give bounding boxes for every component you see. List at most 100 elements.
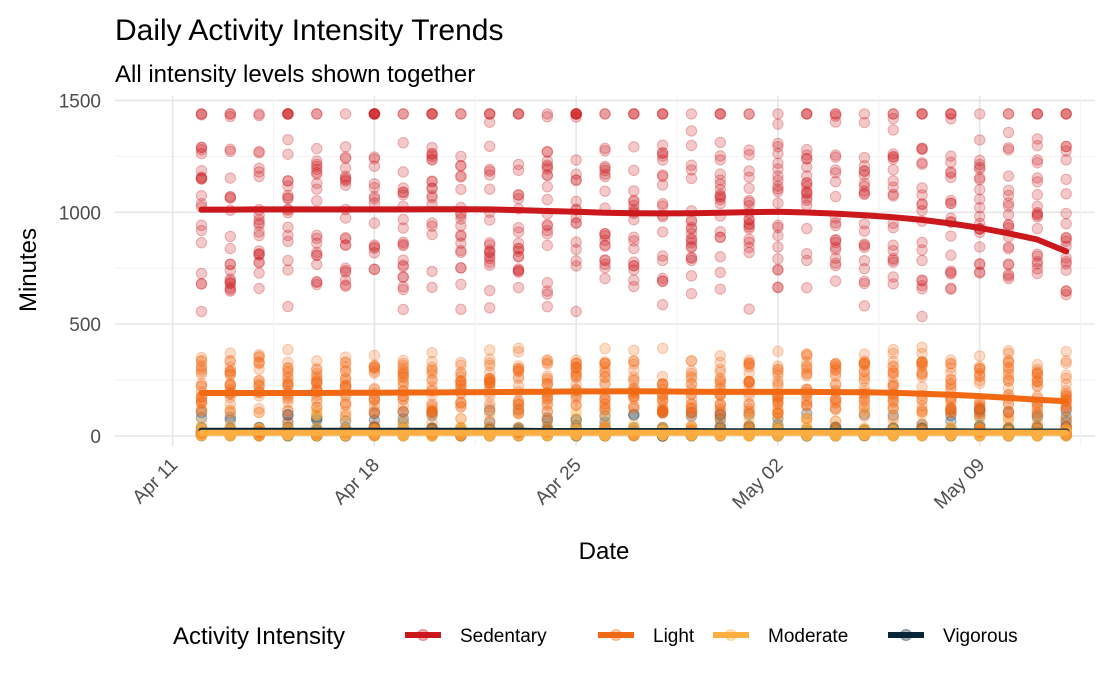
scatter-point-light <box>887 396 899 409</box>
scatter-point-light <box>772 364 784 376</box>
scatter-point-light <box>801 360 813 372</box>
scatter-point-light <box>685 401 698 414</box>
scatter-point-sedentary <box>224 108 236 120</box>
scatter-point-sedentary <box>455 171 467 183</box>
scatter-point-light <box>455 367 467 380</box>
scatter-point-sedentary <box>772 118 784 130</box>
scatter-point-light <box>455 396 467 409</box>
scatter-point-sedentary <box>829 108 842 120</box>
scatter-point-sedentary <box>772 197 784 209</box>
scatter-point-sedentary <box>772 281 784 294</box>
scatter-point-light <box>397 371 409 383</box>
scatter-point-light <box>1031 367 1044 379</box>
scatter-point-sedentary <box>599 239 611 251</box>
scatter-point-sedentary <box>282 175 294 187</box>
scatter-point-sedentary <box>426 220 438 232</box>
scatter-point-sedentary <box>541 288 554 300</box>
scatter-point-sedentary <box>484 252 496 265</box>
scatter-point-sedentary <box>858 180 871 193</box>
scatter-point-light <box>1002 356 1015 368</box>
scatter-point-light <box>685 355 698 367</box>
scatter-point-sedentary <box>368 239 381 251</box>
scatter-point-light <box>368 406 381 418</box>
scatter-point-sedentary <box>628 260 640 272</box>
scatter-point-light <box>887 403 899 415</box>
scatter-point-sedentary <box>253 226 265 238</box>
scatter-point-light <box>743 375 755 388</box>
scatter-point-sedentary <box>195 173 208 185</box>
scatter-point-sedentary <box>484 259 496 271</box>
scatter-point-sedentary <box>1031 222 1044 235</box>
scatter-point-sedentary <box>1060 232 1072 244</box>
scatter-point-sedentary <box>455 150 467 163</box>
y-axis-title: Minutes <box>15 228 42 312</box>
scatter-point-sedentary <box>887 188 899 200</box>
scatter-point-sedentary <box>1002 197 1015 209</box>
scatter-point-light <box>426 356 438 368</box>
scatter-point-light <box>397 357 409 370</box>
scatter-point-sedentary <box>426 147 438 160</box>
scatter-point-sedentary <box>916 279 928 292</box>
scatter-point-light <box>1002 412 1015 425</box>
scatter-point-light <box>945 374 957 386</box>
scatter-point-light <box>224 347 236 359</box>
scatter-point-light <box>714 398 726 410</box>
scatter-point-light <box>541 405 554 418</box>
scatter-point-sedentary <box>772 163 784 175</box>
scatter-point-sedentary <box>195 108 208 120</box>
scatter-point-light <box>195 377 208 390</box>
scatter-point-light <box>570 361 582 374</box>
scatter-point-vigorous <box>772 412 784 425</box>
scatter-point-light <box>253 351 265 363</box>
scatter-point-light <box>714 399 726 411</box>
scatter-point-light <box>484 376 496 389</box>
scatter-point-light <box>282 377 294 390</box>
scatter-point-sedentary <box>282 235 294 248</box>
scatter-point-sedentary <box>743 233 755 246</box>
scatter-point-vigorous <box>426 409 438 422</box>
scatter-point-light <box>339 410 352 423</box>
scatter-point-light <box>743 405 755 417</box>
scatter-point-sedentary <box>714 154 726 166</box>
scatter-point-light <box>801 361 813 373</box>
scatter-point-light <box>974 400 986 413</box>
scatter-point-light <box>945 357 957 370</box>
scatter-point-sedentary <box>685 241 698 254</box>
scatter-point-light <box>1031 374 1044 387</box>
scatter-point-moderate <box>858 406 871 419</box>
scatter-point-light <box>628 400 640 413</box>
scatter-point-light <box>743 375 755 388</box>
scatter-point-light <box>772 407 784 419</box>
scatter-point-light <box>282 404 294 417</box>
scatter-point-light <box>541 405 554 417</box>
scatter-point-light <box>974 363 986 375</box>
scatter-point-sedentary <box>858 239 871 252</box>
scatter-point-sedentary <box>945 108 957 120</box>
scatter-point-light <box>368 349 381 362</box>
scatter-point-sedentary <box>570 108 582 120</box>
scatter-point-sedentary <box>945 283 957 295</box>
scatter-point-light <box>599 361 611 374</box>
scatter-point-light <box>858 402 871 414</box>
scatter-point-light <box>311 370 323 382</box>
scatter-point-sedentary <box>484 302 496 314</box>
scatter-point-light <box>1002 356 1015 369</box>
scatter-point-light <box>829 370 842 382</box>
scatter-point-sedentary <box>685 223 698 235</box>
scatter-point-sedentary <box>512 108 525 120</box>
scatter-point-sedentary <box>743 108 755 120</box>
scatter-point-light <box>339 398 352 411</box>
scatter-point-light <box>397 377 409 389</box>
scatter-point-light <box>1031 403 1044 416</box>
scatter-point-sedentary <box>224 110 236 123</box>
scatter-point-sedentary <box>1060 108 1072 120</box>
scatter-point-light <box>1060 372 1072 385</box>
scatter-point-sedentary <box>887 175 899 187</box>
scatter-point-sedentary <box>397 303 409 316</box>
scatter-point-light <box>916 356 928 368</box>
scatter-point-vigorous <box>1060 404 1072 417</box>
scatter-point-light <box>887 367 899 379</box>
scatter-point-sedentary <box>1031 157 1044 169</box>
x-axis-ticks: Apr 11 Apr 18 Apr 25 May 02 May 09 <box>129 455 990 514</box>
scatter-point-light <box>974 369 986 382</box>
